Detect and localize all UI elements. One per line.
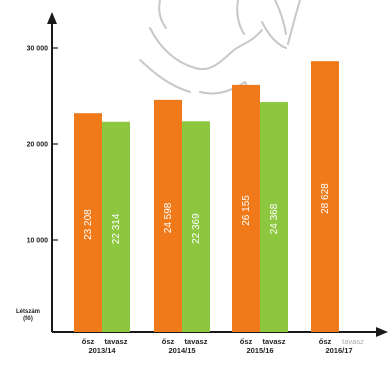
x-category-label: 2016/17: [325, 346, 352, 355]
bar-value-label: 28 628: [320, 183, 331, 214]
bar-value-label: 23 208: [83, 209, 94, 240]
season-label-osz: ősz: [162, 337, 175, 346]
bar-tavasz-2015-16: [260, 102, 288, 332]
season-label-osz: ősz: [240, 337, 253, 346]
sketch-stroke: [233, 29, 263, 51]
bar-value-labels: 23 208 22 314 24 598 22 369 26 155 24 368 28 6…: [83, 183, 331, 244]
chart-bars: [74, 61, 339, 333]
bar-value-label: 24 368: [269, 203, 280, 234]
y-axis-label-line: (fő): [23, 316, 33, 322]
y-axis-ticks: 10 000 20 000 30 000: [27, 46, 58, 245]
bar-value-label: 22 314: [111, 213, 122, 244]
sketch-stroke: [199, 81, 246, 95]
y-axis-arrow-icon: [47, 12, 57, 24]
bar-osz-2015-16: [232, 84, 260, 332]
bar-value-label: 22 369: [191, 213, 202, 244]
sketch-stroke: [261, 21, 287, 49]
season-label-osz: ősz: [319, 337, 332, 346]
sketch-stroke: [158, 0, 167, 29]
sketch-stroke: [236, 0, 245, 35]
x-axis-arrow-icon: [376, 327, 388, 337]
bar-osz-2013-14: [74, 113, 102, 332]
season-label-osz: ősz: [82, 337, 95, 346]
bar-osz-2014-15: [154, 99, 182, 333]
bar-value-label: 26 155: [241, 195, 252, 226]
bar-value-label: 24 598: [163, 202, 174, 233]
season-label-tavasz: tavasz: [105, 337, 128, 346]
bar-osz-2016-17: [311, 61, 339, 332]
sketch-stroke: [274, 0, 287, 35]
sketch-stroke: [149, 27, 235, 71]
bar-tavasz-2013-14: [102, 121, 130, 332]
background-sketch: [139, 0, 301, 111]
y-axis-label: Létszám(fő): [16, 309, 40, 322]
y-axis-label-line: Létszám: [16, 309, 40, 315]
sketch-stroke: [287, 0, 301, 45]
season-label-tavasz: tavasz: [342, 337, 364, 346]
y-tick-label: 30 000: [27, 46, 49, 53]
x-category-label: 2014/15: [168, 346, 195, 355]
y-tick-label: 10 000: [27, 238, 49, 245]
bar-tavasz-2014-15: [182, 121, 210, 332]
x-category-label: 2015/16: [246, 346, 273, 355]
y-tick-label: 20 000: [27, 142, 49, 149]
season-label-tavasz: tavasz: [263, 337, 286, 346]
x-category-label: 2013/14: [88, 346, 116, 355]
sketch-stroke: [139, 59, 191, 93]
season-label-tavasz: tavasz: [185, 337, 208, 346]
